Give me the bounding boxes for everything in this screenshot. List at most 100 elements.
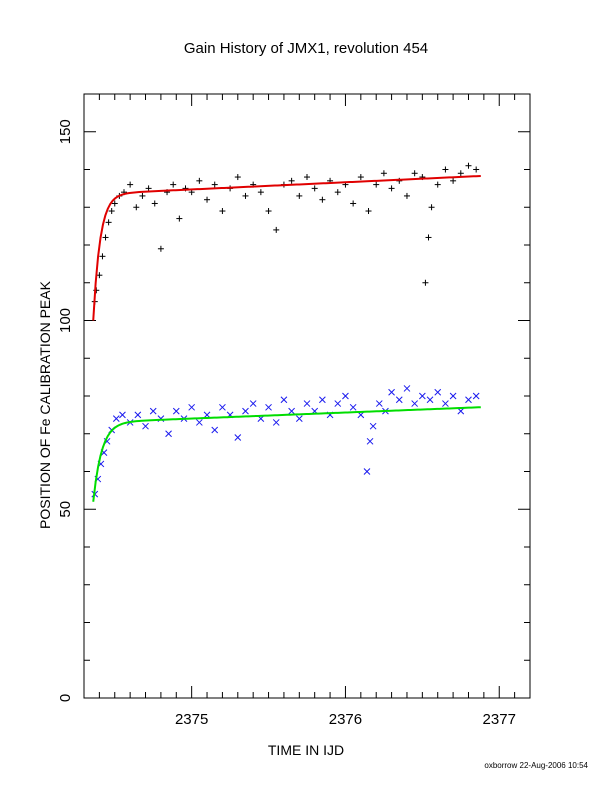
x-tick-label: 2376 (329, 711, 362, 728)
cross-marker (369, 422, 377, 430)
plus-marker (204, 196, 211, 203)
plus-marker (311, 185, 318, 192)
cross-marker (388, 388, 395, 396)
plus-marker (176, 215, 183, 222)
plus-marker (265, 208, 272, 215)
plus-marker (296, 192, 303, 199)
cross-marker (219, 403, 226, 411)
plus-marker (96, 272, 103, 279)
chart-title: Gain History of JMX1, revolution 454 (184, 40, 428, 57)
cross-marker (457, 407, 465, 415)
y-tick-label: 50 (57, 501, 74, 518)
plus-marker (304, 174, 310, 181)
cross-marker (442, 400, 449, 407)
cross-marker (195, 419, 203, 426)
cross-marker (403, 385, 411, 392)
cross-marker (363, 468, 371, 475)
plus-marker (234, 174, 241, 181)
plot-axes: 0 50 100 150 2375 2376 2377 (57, 93, 531, 728)
plus-marker (373, 181, 380, 188)
plus-marker (428, 204, 435, 211)
cross-marker (188, 403, 196, 411)
plus-marker (196, 177, 203, 184)
footer-credit: oxborrow 22-Aug-2006 10:54 (484, 761, 588, 770)
plus-marker (450, 177, 457, 184)
plus-marker (170, 181, 177, 188)
cross-marker (265, 403, 272, 411)
plus-marker (365, 208, 372, 215)
plus-marker (457, 170, 464, 177)
cross-marker (395, 396, 403, 404)
y-tick-label: 150 (57, 119, 74, 144)
cross-marker (280, 396, 288, 404)
plus-marker (319, 196, 326, 203)
plus-marker (108, 208, 115, 215)
plus-marker (334, 189, 341, 196)
plus-marker (151, 200, 158, 207)
x-axis-label: TIME IN IJD (268, 742, 344, 758)
cross-marker (211, 426, 219, 434)
cross-marker (149, 407, 157, 415)
plus-marker (257, 189, 264, 196)
plus-marker (425, 234, 432, 241)
cross-marker (172, 407, 180, 415)
plus-marker (102, 234, 109, 241)
cross-marker (303, 400, 311, 407)
cross-marker (112, 415, 120, 423)
plus-marker (357, 174, 364, 181)
fit-curves (92, 174, 481, 502)
y-tick-label: 100 (57, 308, 74, 333)
y-tick-label: 0 (57, 694, 74, 702)
plus-marker (350, 200, 357, 207)
plus-marker (111, 200, 118, 207)
cross-marker (449, 392, 457, 400)
cross-marker (272, 419, 280, 426)
cross-marker (203, 411, 211, 419)
plus-marker (473, 166, 480, 173)
plus-marker (145, 185, 152, 192)
cross-marker (242, 407, 249, 415)
cross-marker (375, 400, 383, 407)
x-tick-label: 2377 (483, 711, 516, 728)
cross-marker (434, 388, 442, 396)
plus-marker (133, 204, 140, 211)
plus-marker (139, 192, 146, 199)
y-axis-label: POSITION OF Fe CALIBRATION PEAK (37, 280, 53, 529)
cross-marker (234, 434, 242, 441)
cross-marker (411, 400, 419, 407)
cross-marker (334, 400, 342, 407)
cross-marker (288, 407, 295, 415)
cross-marker (142, 422, 149, 430)
plus-marker (273, 226, 280, 233)
cross-marker (319, 396, 326, 404)
plus-marker (219, 208, 226, 215)
lower-fit-curve (92, 406, 481, 502)
plus-marker (127, 181, 134, 188)
cross-marker (349, 403, 357, 411)
plus-marker (434, 181, 441, 188)
upper-fit-curve (92, 174, 481, 321)
cross-marker (472, 392, 480, 400)
plus-marker (388, 185, 395, 192)
cross-marker (465, 396, 472, 404)
plus-marker (157, 245, 164, 252)
plus-marker (422, 279, 429, 286)
plus-marker (99, 253, 106, 260)
cross-marker (295, 415, 303, 423)
cross-marker (342, 392, 349, 400)
cross-marker (165, 430, 172, 438)
data-points (91, 162, 480, 498)
x-tick-label: 2375 (175, 711, 208, 728)
plus-marker (211, 181, 218, 188)
plus-marker (288, 177, 295, 184)
plus-marker (242, 192, 249, 199)
plus-marker (442, 166, 449, 173)
cross-marker (366, 437, 374, 445)
cross-marker (418, 392, 426, 400)
cross-marker (119, 411, 126, 419)
plus-marker (411, 170, 418, 177)
cross-marker (134, 411, 142, 419)
plus-marker (403, 192, 410, 199)
plus-marker (105, 219, 112, 226)
